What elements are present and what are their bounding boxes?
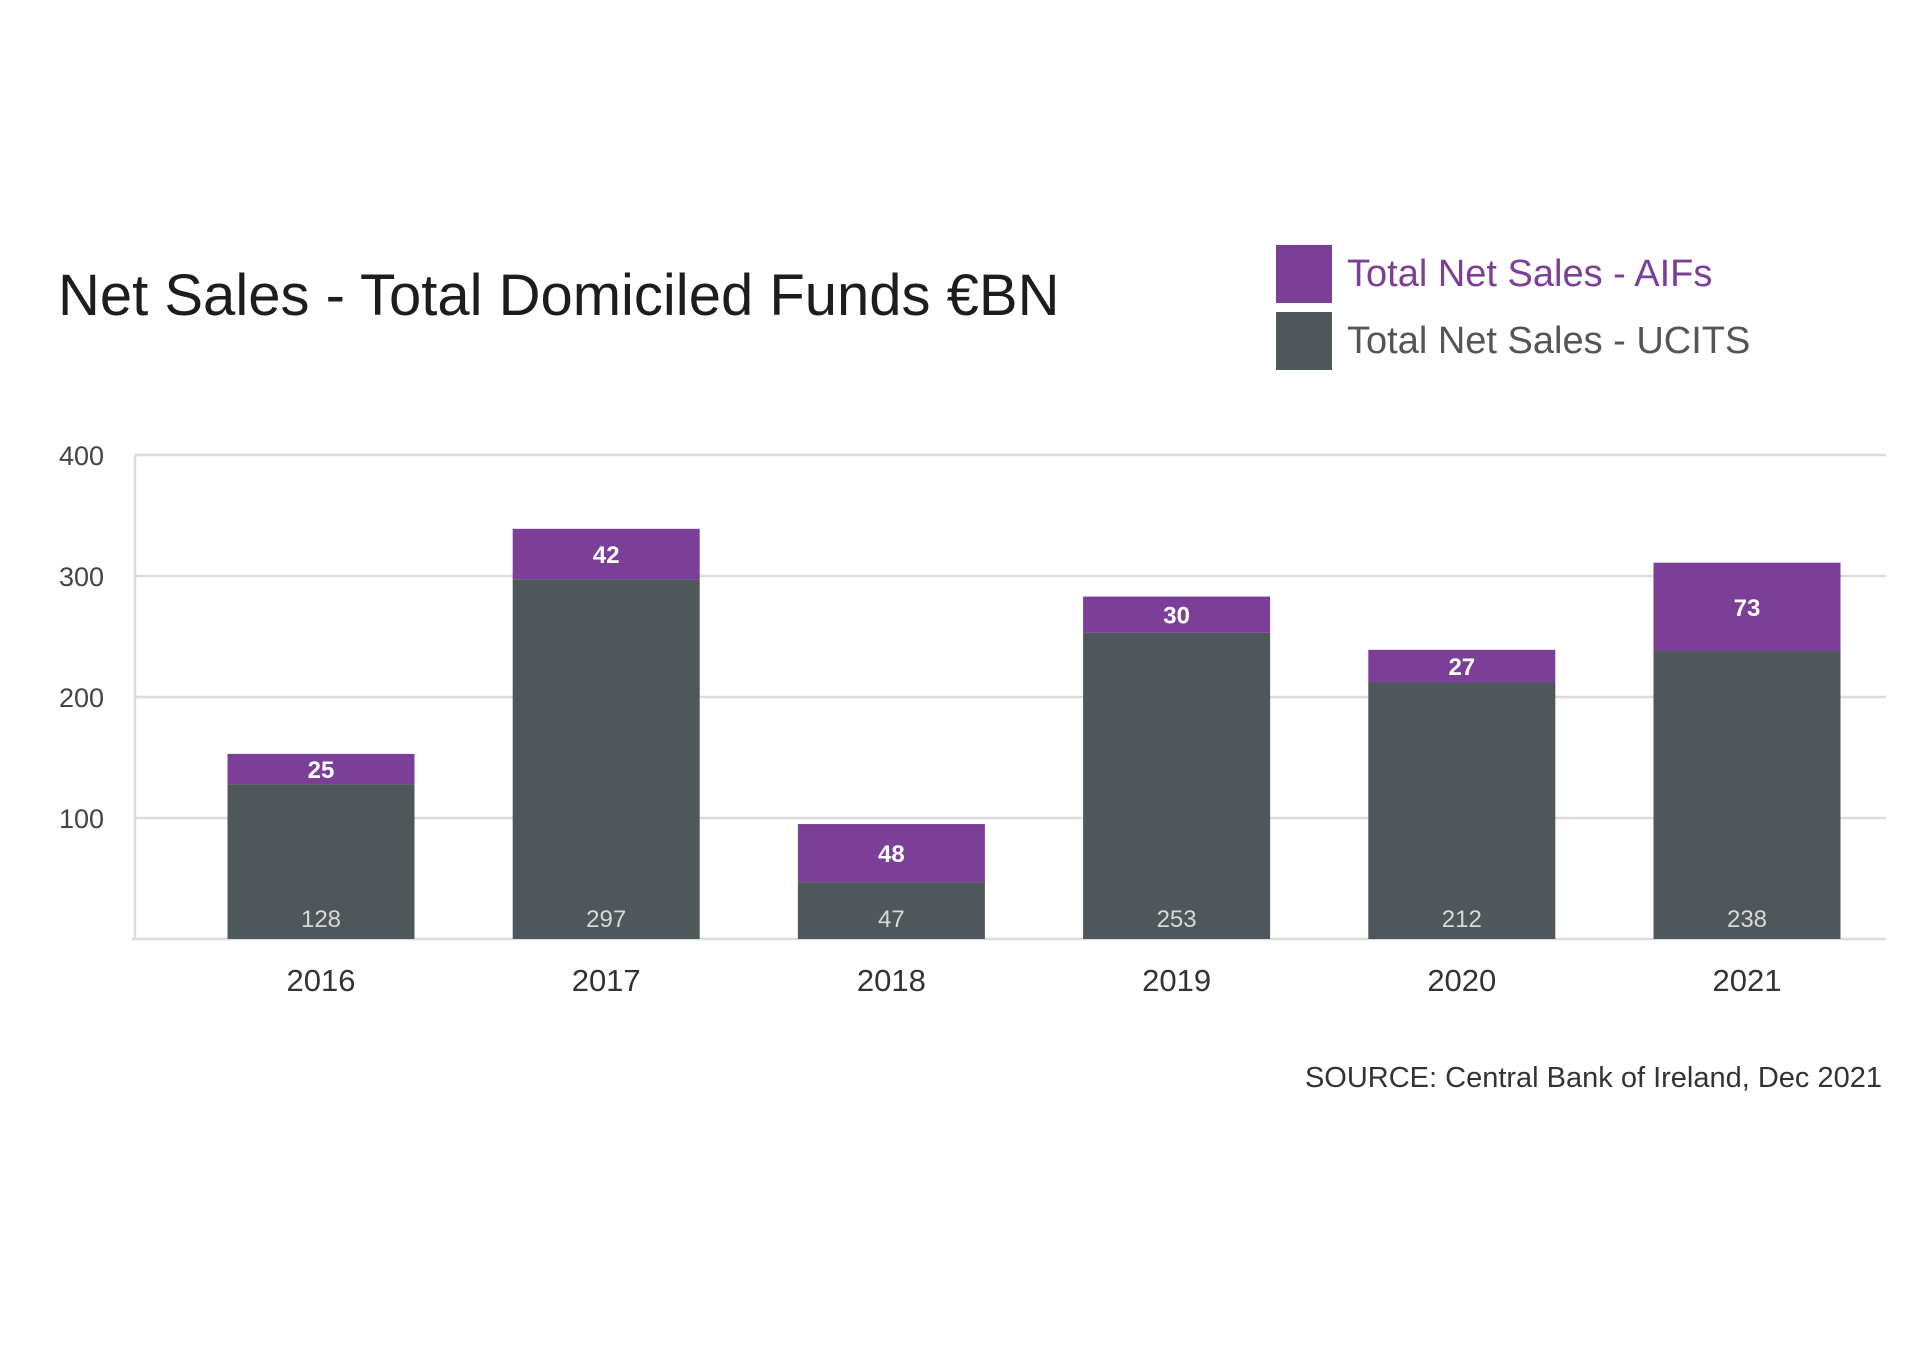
bar-ucits-2016: [227, 784, 415, 939]
y-tick-label-300: 300: [59, 562, 104, 592]
bar-ucits-2018: [797, 882, 985, 939]
legend-swatch-ucits: [1276, 312, 1332, 370]
x-tick-label-2017: 2017: [572, 963, 641, 998]
data-label-aifs-2019: 30: [1163, 603, 1190, 630]
x-tick-label-2019: 2019: [1142, 963, 1211, 998]
x-tick-label-2020: 2020: [1427, 963, 1496, 998]
x-tick-label-2018: 2018: [857, 963, 926, 998]
bar-ucits-2021: [1653, 651, 1841, 939]
legend-item-aifs: Total Net Sales - AIFs: [1276, 245, 1712, 303]
data-label-ucits-2017: 297: [586, 906, 626, 933]
bar-aifs-2019: [1083, 596, 1271, 633]
data-label-ucits-2018: 47: [878, 906, 905, 933]
bar-ucits-2019: [1083, 632, 1271, 939]
bar-ucits-2020: [1368, 682, 1556, 939]
data-label-aifs-2018: 48: [878, 841, 905, 868]
legend-item-ucits: Total Net Sales - UCITS: [1276, 312, 1750, 370]
bar-aifs-2017: [512, 528, 700, 580]
source-note: SOURCE: Central Bank of Ireland, Dec 202…: [1304, 1062, 1882, 1094]
data-label-ucits-2016: 128: [301, 906, 341, 933]
legend-label-aifs: Total Net Sales - AIFs: [1347, 252, 1713, 295]
data-label-aifs-2017: 42: [593, 542, 620, 569]
bar-aifs-2018: [797, 824, 985, 883]
y-tick-label-100: 100: [59, 804, 104, 834]
bar-aifs-2016: [227, 753, 415, 785]
data-label-ucits-2019: 253: [1157, 906, 1197, 933]
bar-ucits-2017: [512, 579, 700, 939]
y-tick-label-200: 200: [59, 683, 104, 713]
legend-label-ucits: Total Net Sales - UCITS: [1347, 319, 1751, 362]
data-label-aifs-2021: 73: [1734, 595, 1761, 622]
bar-aifs-2021: [1653, 562, 1841, 652]
x-tick-label-2021: 2021: [1713, 963, 1782, 998]
data-label-ucits-2020: 212: [1442, 906, 1482, 933]
legend-swatch-aifs: [1276, 245, 1332, 303]
chart-title: Net Sales - Total Domiciled Funds €BN: [58, 263, 1060, 328]
data-label-ucits-2021: 238: [1727, 906, 1767, 933]
x-tick-label-2016: 2016: [287, 963, 356, 998]
bar-aifs-2020: [1368, 649, 1556, 683]
y-tick-label-400: 400: [59, 441, 104, 471]
data-label-aifs-2020: 27: [1448, 654, 1475, 681]
data-label-aifs-2016: 25: [308, 757, 335, 784]
